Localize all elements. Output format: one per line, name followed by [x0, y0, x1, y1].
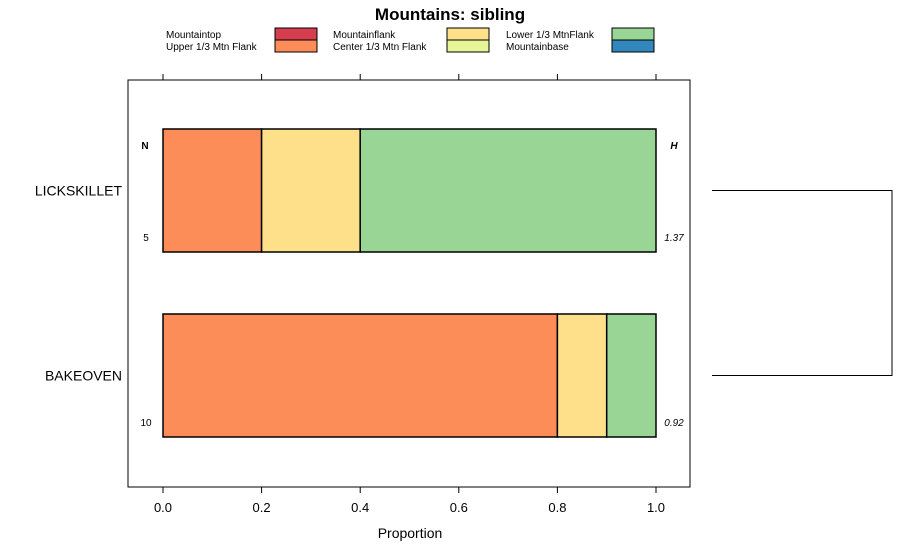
legend-label: Center 1/3 Mtn Flank	[333, 42, 427, 53]
chart-title: Mountains: sibling	[375, 5, 525, 24]
labels: N H LICKSKILLET 5 1.37 BAKEOVEN 10 0.92	[35, 141, 684, 429]
dendrogram-branch	[712, 190, 893, 376]
bars	[162, 128, 657, 438]
x-axis: 0.0 0.2 0.4 0.6 0.8 1.0	[154, 74, 665, 515]
legend-label: Upper 1/3 Mtn Flank	[166, 42, 258, 53]
legend-label: Lower 1/3 MtnFlank	[506, 30, 595, 41]
plot-frame	[127, 79, 691, 488]
x-tick-label: 0.6	[450, 500, 468, 515]
legend-swatch	[446, 39, 490, 53]
legend-label: Mountainbase	[506, 42, 569, 53]
h-value: 1.37	[664, 233, 684, 244]
bar-segment	[260, 128, 361, 253]
h-value: 0.92	[664, 418, 684, 429]
bar-segment	[162, 313, 559, 438]
legend-swatch	[274, 27, 318, 41]
x-tick-label: 0.2	[253, 500, 271, 515]
category-label: LICKSKILLET	[35, 183, 123, 199]
bar-segment	[556, 313, 608, 438]
x-tick-label: 0.8	[548, 500, 566, 515]
bar-segment	[605, 313, 657, 438]
legend-swatch	[274, 39, 318, 53]
legend-swatch	[446, 27, 490, 41]
legend-label: Mountainflank	[333, 30, 396, 41]
x-tick-label: 0.0	[154, 500, 172, 515]
bar-segment	[359, 128, 657, 253]
n-value: 5	[143, 233, 149, 244]
n-value: 10	[140, 418, 152, 429]
h-header: H	[670, 141, 678, 152]
x-tick-label: 1.0	[647, 500, 665, 515]
x-tick-label: 0.4	[351, 500, 369, 515]
n-header: N	[141, 141, 148, 152]
category-label: BAKEOVEN	[45, 368, 122, 384]
x-axis-title: Proportion	[378, 525, 443, 541]
legend-label: Mountaintop	[166, 30, 221, 41]
dendrogram	[712, 190, 893, 376]
legend-swatch	[611, 39, 655, 53]
legend: Mountaintop Mountainflank Lower 1/3 MtnFla…	[166, 27, 655, 53]
legend-swatch	[611, 27, 655, 41]
bar-segment	[162, 128, 263, 253]
